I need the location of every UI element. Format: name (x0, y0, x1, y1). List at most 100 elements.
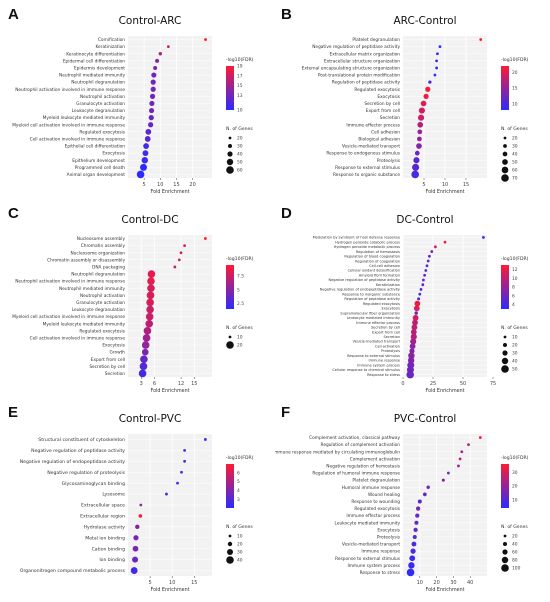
size-legend-label: 50 (237, 160, 243, 166)
data-point (147, 277, 155, 285)
term-label: Immune effector process (356, 321, 400, 325)
data-point (416, 143, 422, 149)
data-point (410, 338, 417, 345)
size-legend-dot (501, 166, 509, 174)
term-label: Extracellular structure organization (324, 58, 400, 64)
term-label: Hydrogen peroxide metabolic process (334, 245, 400, 249)
panel-d: D DC-Control Modulation by symbiont of ho… (275, 199, 550, 398)
data-point (145, 312, 154, 321)
term-label: Negative regulation of hemostasis (326, 463, 401, 469)
data-point (138, 514, 143, 518)
term-label: Regulated exocytosis (79, 129, 125, 135)
size-legend-label: 40 (512, 359, 518, 365)
data-point (422, 492, 427, 497)
panel-c: C Control-DC Nucleosome assembly Chromatin… (0, 199, 275, 398)
color-legend-tick: 13 (237, 93, 243, 99)
data-point (139, 362, 148, 371)
term-label: Regulation of hemostasis (356, 250, 400, 254)
term-label: Vesicle-mediated transport (353, 340, 401, 344)
term-label: Immune system process (347, 563, 400, 569)
data-point (418, 292, 422, 296)
chart-pvc-control: PVC-Control Complement activation, classi… (253, 413, 528, 593)
data-point (460, 450, 464, 454)
data-point (438, 45, 442, 49)
term-label: Negative regulation of endopeptidase act… (20, 459, 126, 465)
term-label: Secretion by cell (371, 326, 400, 330)
data-point (417, 129, 423, 135)
term-label: Immune system process (357, 363, 400, 367)
term-label: Proteolysis (381, 349, 400, 353)
size-legend-title: N. of Genes (226, 325, 253, 331)
data-point (147, 270, 156, 278)
term-label: Extracellular region (80, 514, 125, 520)
x-tick-label: 3 (140, 381, 143, 387)
term-label: Humoral immune response (342, 485, 401, 491)
color-legend-tick: 15 (237, 83, 243, 89)
size-legend-label: 40 (237, 152, 243, 158)
term-label: Platelet degranulation (352, 478, 400, 484)
data-point (458, 457, 462, 461)
data-point (410, 333, 417, 340)
x-tick-label: 6 (153, 381, 156, 387)
term-label: Response to endogenous stimulus (326, 151, 400, 157)
x-axis-label: Fold Enrichment (425, 587, 464, 593)
data-point (408, 352, 415, 359)
color-legend-tick: 30 (512, 470, 518, 476)
data-point (413, 157, 420, 164)
panel-letter-f: F (281, 404, 291, 421)
color-legend-tick: 20 (512, 484, 518, 490)
color-legend-tick: 17 (237, 73, 243, 79)
data-point (428, 80, 432, 84)
data-point (424, 269, 428, 272)
size-legend-title: N. of Genes (501, 126, 528, 132)
term-label: Negative regulation of peptidase activit… (312, 44, 400, 50)
panel-a: A Control-ARC Cornification Keratinization… (0, 0, 275, 199)
data-point (143, 143, 149, 149)
term-label: Response to external stimulus (347, 354, 400, 358)
data-point (135, 524, 140, 530)
color-legend-tick: 10 (237, 108, 243, 114)
size-legend-dot (227, 151, 233, 157)
data-point (143, 327, 152, 335)
data-point (446, 471, 450, 475)
term-label: Cellular response to chemical stimulus (332, 368, 400, 372)
data-point (433, 73, 437, 77)
data-point (142, 334, 151, 342)
term-label: Immune effector process (346, 513, 400, 519)
size-legend-dot (502, 549, 508, 555)
data-point (411, 541, 417, 547)
term-label: Cell activation (375, 344, 400, 348)
term-label: Response to wounding (351, 499, 400, 505)
term-label: Vesicle-mediated transport (342, 542, 400, 548)
term-label: Epidermis development (74, 65, 125, 71)
data-point (183, 244, 186, 248)
data-point (183, 459, 186, 463)
data-point (417, 297, 421, 301)
size-legend-label: 40 (237, 558, 243, 564)
panel-letter-d: D (281, 205, 292, 222)
size-legend-label: 30 (237, 550, 243, 556)
x-axis-label: Fold Enrichment (150, 388, 189, 394)
term-label: Myeloid leukocyte mediated immunity (43, 115, 126, 121)
color-legend-tick: 2.5 (237, 301, 244, 307)
x-tick-label: 50 (460, 381, 466, 387)
term-label: Myeloid cell activation involved in immu… (12, 122, 125, 128)
term-label: Granulocyte activation (76, 101, 125, 107)
data-point (166, 45, 170, 49)
term-label: Regulation of peptidase activity (332, 80, 401, 86)
x-tick-label: 20 (189, 182, 195, 188)
data-point (418, 107, 425, 114)
data-point (421, 283, 425, 287)
data-point (132, 556, 139, 563)
data-point (204, 38, 207, 41)
term-label: External encapsulating structure organiz… (302, 65, 401, 71)
x-axis-label: Fold Enrichment (425, 388, 464, 394)
data-point (423, 93, 429, 99)
term-label: Neutrophil mediated immunity (59, 73, 125, 79)
size-legend-dot (503, 144, 507, 148)
color-legend-tick: 4 (237, 488, 240, 494)
size-legend-dot (226, 158, 234, 166)
term-label: Humoral immune response mediated by circ… (275, 449, 400, 455)
data-point (435, 66, 438, 70)
color-legend-tick: 8 (512, 285, 515, 291)
